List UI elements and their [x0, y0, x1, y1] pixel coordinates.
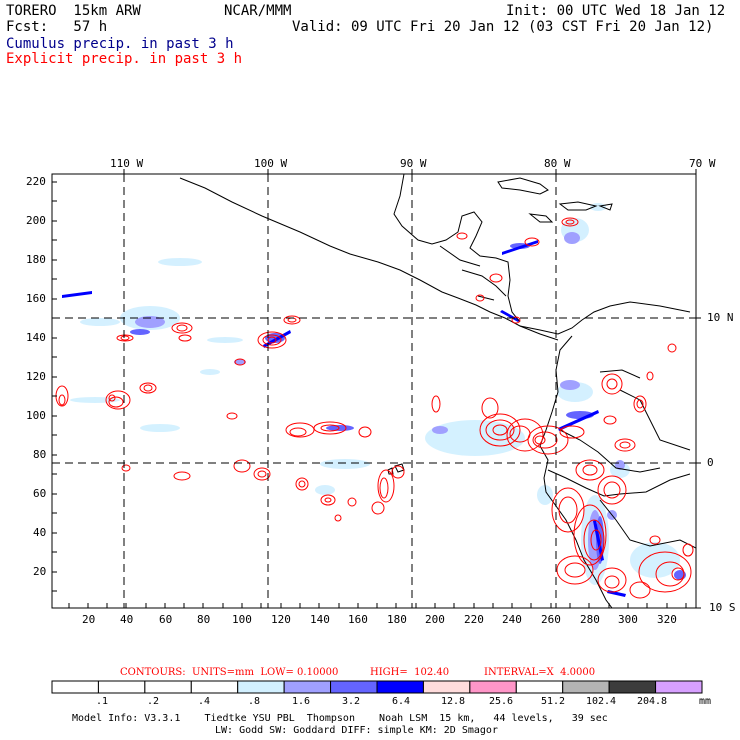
colorbar-swatch — [562, 680, 610, 694]
y-tick-label: 200 — [26, 214, 46, 227]
model-info-line1: Model Info: V3.3.1 Tiedtke YSU PBL Thomp… — [72, 713, 608, 724]
colorbar-label: 204.8 — [636, 696, 668, 707]
colorbar-label: .8 — [247, 696, 261, 707]
colorbar-label: 1.6 — [291, 696, 311, 707]
x-tick-label: 20 — [82, 613, 96, 626]
colorbar-swatch — [515, 680, 564, 694]
contours-high: HIGH= 102.40 — [370, 667, 450, 678]
explicit-precip-contours — [55, 217, 694, 599]
colorbar-swatch — [376, 680, 424, 694]
colorbar-swatch — [422, 680, 471, 694]
x-tick-label: 320 — [657, 613, 677, 626]
x-tick-label: 280 — [580, 613, 600, 626]
lon-label-80w: 80 W — [544, 157, 571, 170]
colorbar-label: .1 — [95, 696, 109, 707]
colorbar-swatch — [283, 680, 332, 694]
colorbar-label: 102.4 — [585, 696, 617, 707]
lon-label-70w: 70 W — [689, 157, 716, 170]
x-tick-label: 60 — [159, 613, 173, 626]
y-tick-label: 80 — [33, 448, 47, 461]
coastlines — [179, 174, 696, 608]
field-label-cumulus: Cumulus precip. in past 3 h — [6, 36, 234, 52]
y-tick-label: 100 — [26, 409, 46, 422]
lat-label-10n: 10 N — [707, 311, 734, 324]
colorbar — [51, 680, 703, 694]
colorbar-swatch — [655, 680, 703, 694]
colorbar-swatch — [51, 680, 99, 694]
x-tick-label: 240 — [502, 613, 522, 626]
colorbar-swatch — [330, 680, 378, 694]
x-tick-label: 260 — [541, 613, 561, 626]
y-tick-label: 120 — [26, 370, 46, 383]
colorbar-swatch — [469, 680, 517, 694]
x-tick-label: 180 — [387, 613, 407, 626]
lat-lon-grid — [52, 174, 696, 608]
y-tick-label: 180 — [26, 253, 46, 266]
contours-units: CONTOURS: UNITS=mm LOW= 0.10000 — [120, 667, 339, 678]
lon-label-110w: 110 W — [110, 157, 144, 170]
colorbar-unit: mm — [698, 696, 712, 707]
lon-label-90w: 90 W — [400, 157, 427, 170]
y-tick-label: 40 — [33, 526, 47, 539]
colorbar-swatch — [608, 680, 657, 694]
colorbar-swatch — [97, 680, 146, 694]
lon-label-100w: 100 W — [254, 157, 288, 170]
colorbar-swatch — [190, 680, 239, 694]
y-tick-label: 60 — [33, 487, 47, 500]
field-label-explicit: Explicit precip. in past 3 h — [6, 51, 243, 67]
contours-interval: INTERVAL=X 4.0000 — [484, 667, 596, 678]
colorbar-label: 51.2 — [540, 696, 566, 707]
x-tick-label: 120 — [271, 613, 291, 626]
x-tick-label: 300 — [618, 613, 638, 626]
init-time: Init: 00 UTC Wed 18 Jan 12 — [506, 3, 726, 19]
colorbar-label: 6.4 — [391, 696, 411, 707]
x-tick-label: 80 — [197, 613, 211, 626]
cumulus-precip-fields — [62, 203, 686, 597]
organization-label: NCAR/MMM — [224, 3, 292, 19]
y-tick-label: 140 — [26, 331, 46, 344]
x-tick-label: 40 — [120, 613, 134, 626]
y-tick-label: 160 — [26, 292, 46, 305]
lat-label-0: 0 — [707, 456, 714, 469]
x-tick-label: 200 — [425, 613, 445, 626]
model-info-line2: LW: Godd SW: Goddard DIFF: simple KM: 2D… — [215, 725, 498, 736]
x-tick-label: 160 — [348, 613, 368, 626]
y-tick-label: 20 — [33, 565, 47, 578]
y-tick-label: 220 — [26, 175, 46, 188]
map-frame — [51, 169, 701, 609]
colorbar-swatch — [144, 680, 192, 694]
colorbar-label: 12.8 — [440, 696, 466, 707]
colorbar-label: 3.2 — [341, 696, 361, 707]
valid-time: Valid: 09 UTC Fri 20 Jan 12 (03 CST Fri … — [292, 19, 714, 35]
lat-label-10s: 10 S — [709, 601, 736, 614]
x-tick-label: 140 — [310, 613, 330, 626]
colorbar-label: .4 — [197, 696, 211, 707]
colorbar-swatch — [237, 680, 285, 694]
x-tick-label: 220 — [464, 613, 484, 626]
model-title: TORERO 15km ARW — [6, 3, 141, 19]
forecast-hour: Fcst: 57 h — [6, 19, 108, 35]
colorbar-label: 25.6 — [488, 696, 514, 707]
x-tick-label: 100 — [232, 613, 252, 626]
colorbar-label: .2 — [146, 696, 160, 707]
